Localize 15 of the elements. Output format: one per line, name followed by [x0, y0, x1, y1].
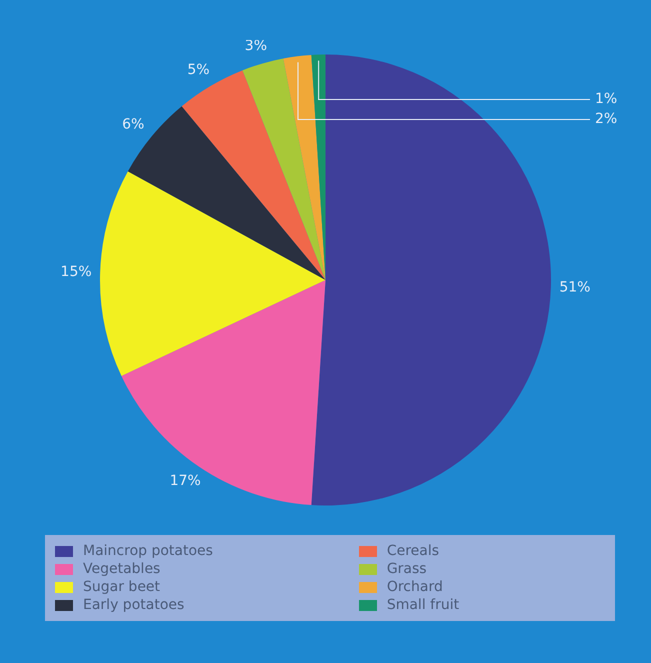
data-label: 51% [559, 279, 590, 296]
data-label: 1% [595, 91, 618, 108]
legend-label: Maincrop potatoes [83, 543, 213, 559]
legend-label: Cereals [386, 543, 440, 559]
data-label: 15% [60, 264, 92, 280]
legend-label: Early potatoes [83, 597, 184, 613]
legend-label: Grass [386, 561, 427, 577]
legend-label: Vegetables [83, 561, 160, 577]
legend-label: Orchard [386, 579, 443, 595]
data-label: 2% [595, 111, 618, 128]
data-label: 17% [170, 473, 201, 490]
legend-label: Sugar beet [83, 579, 160, 595]
data-label: 6% [122, 116, 144, 132]
legend-label: Small fruit [386, 597, 460, 613]
data-label: 5% [187, 62, 210, 78]
